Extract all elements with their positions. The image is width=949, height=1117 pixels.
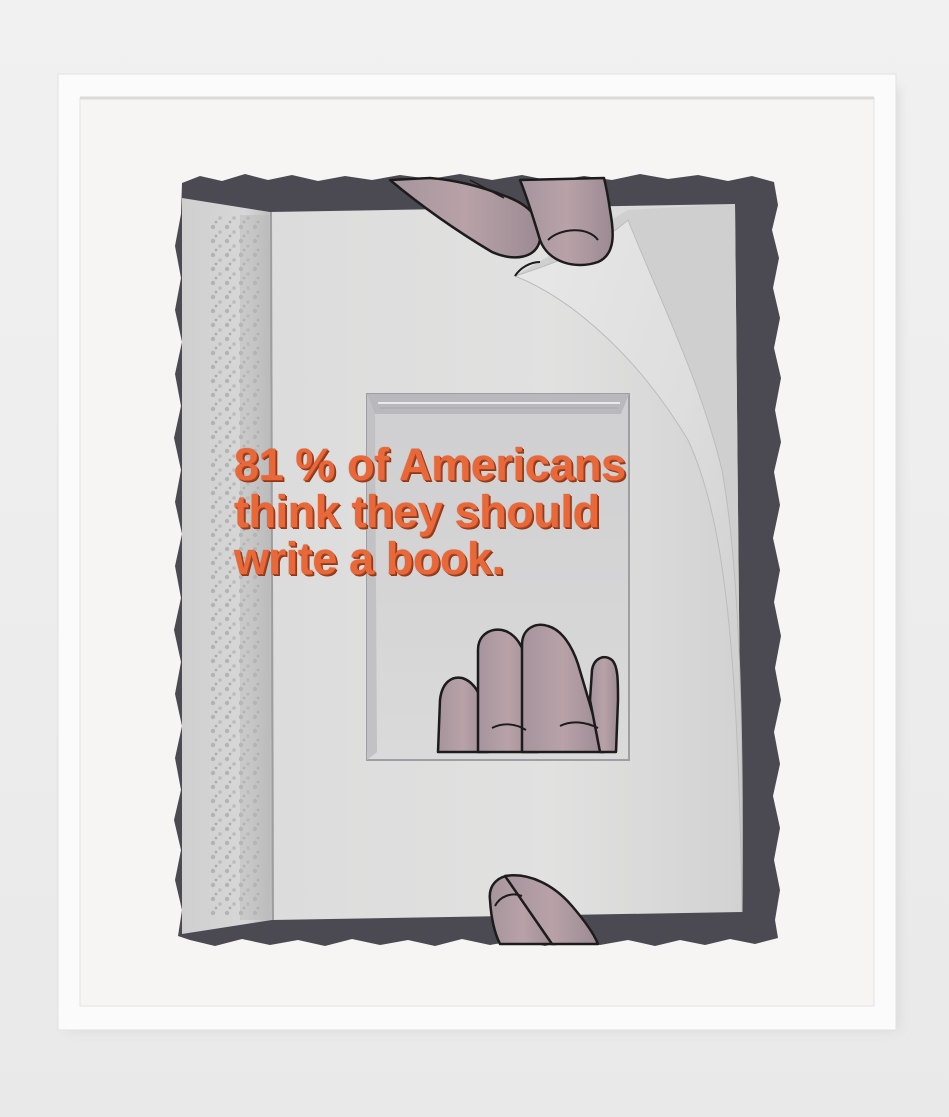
artwork-caption: 81 % of Americans think they should writ… [234, 441, 754, 582]
hand-bottom [488, 874, 600, 946]
page-curl [515, 204, 743, 912]
hand-middle [436, 623, 620, 754]
caption-line-2: think they should [234, 486, 600, 537]
caption-line-3: write a book. [234, 533, 504, 584]
caption-line-1: 81 % of Americans [234, 439, 626, 490]
hand-top [388, 176, 614, 277]
